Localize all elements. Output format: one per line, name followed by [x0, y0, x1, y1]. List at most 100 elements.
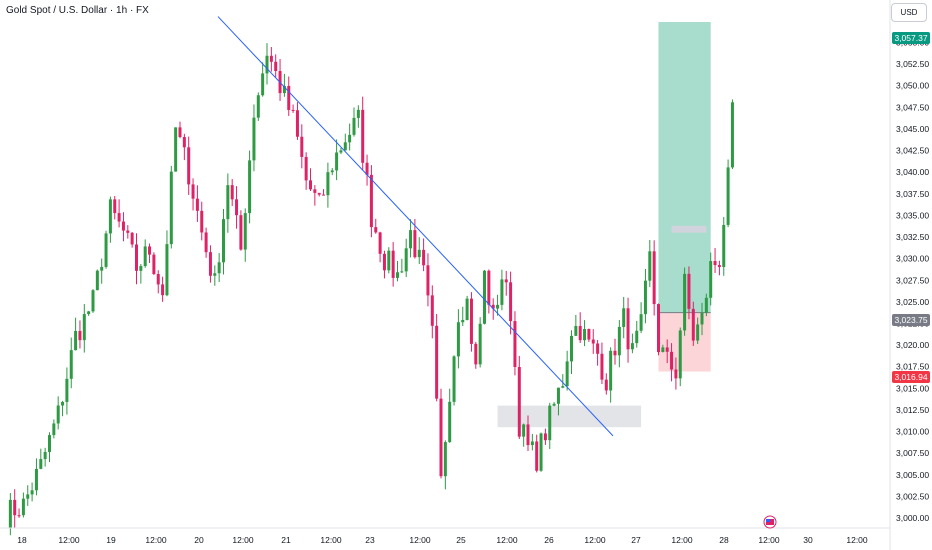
price-tick-label: 3,000.00	[896, 513, 929, 523]
candle-body	[730, 102, 734, 168]
candle-body	[313, 189, 317, 193]
candle-body	[709, 261, 713, 298]
candle-body	[469, 298, 473, 344]
candle-body	[61, 401, 65, 406]
currency-button[interactable]: USD	[891, 3, 927, 22]
candle-body	[261, 73, 265, 96]
candle-body	[522, 424, 526, 437]
chart-title: Gold Spot / U.S. Dollar · 1h · FX	[6, 5, 149, 16]
chart-zones	[497, 22, 711, 428]
candle-body	[422, 249, 426, 266]
price-tick-label: 3,027.50	[896, 275, 929, 285]
candle-body	[295, 110, 299, 137]
candle-body	[282, 86, 286, 94]
candle-body	[443, 442, 447, 477]
candle-body	[561, 386, 565, 388]
candle-body	[130, 232, 134, 245]
candle-body	[387, 250, 391, 271]
candle-body	[26, 494, 30, 499]
candle-body	[113, 199, 117, 214]
candle-body	[491, 304, 495, 309]
candle-body	[448, 401, 452, 443]
candle-body	[609, 350, 613, 391]
candle-body	[30, 490, 34, 495]
candle-body	[326, 172, 330, 196]
price-tick-label: 3,050.00	[896, 81, 929, 91]
candle-body	[382, 253, 386, 271]
candle-body	[670, 351, 674, 370]
candle-body	[208, 252, 212, 276]
candle-body	[21, 498, 25, 516]
candle-body	[252, 117, 256, 161]
candle-body	[452, 356, 456, 402]
time-tick-label: 19	[106, 535, 116, 545]
candle-body	[461, 319, 465, 323]
candle-body	[404, 248, 408, 272]
candle-body	[648, 251, 652, 281]
trendline[interactable]	[217, 16, 614, 437]
price-tick-label: 3,037.50	[896, 189, 929, 199]
candle-body	[565, 361, 569, 387]
candle-body	[378, 232, 382, 254]
candle-body	[217, 262, 221, 274]
candle-body	[13, 499, 17, 516]
candle-body	[535, 441, 539, 471]
candle-body	[178, 127, 182, 138]
candle-body	[143, 246, 147, 267]
candle-body	[365, 162, 369, 175]
price-tick-label: 3,010.00	[896, 427, 929, 437]
time-axis[interactable]: 18 12:00 19 12:00 20 12:00 21 12:00 23 12:00 25 12:…	[17, 535, 868, 545]
candle-body	[652, 251, 656, 305]
candle-body	[91, 290, 95, 312]
candle-body	[191, 184, 195, 199]
current-price-tag: 3,057.37	[892, 32, 930, 44]
candle-body	[622, 308, 626, 327]
time-tick-label: 12:00	[846, 535, 868, 545]
drawings[interactable]	[217, 16, 614, 437]
candle-body	[391, 250, 395, 278]
candle-body	[104, 233, 108, 267]
candle-body	[626, 308, 630, 350]
candle-body	[478, 323, 482, 365]
candle-body	[526, 424, 530, 446]
price-axis[interactable]: 3,000.00 3,002.50 3,005.00 3,007.50 3,010.00…	[896, 38, 929, 524]
candle-body	[291, 109, 295, 111]
candle-body	[430, 295, 434, 326]
candle-body	[108, 199, 112, 234]
candle-body	[69, 350, 73, 379]
candle-body	[265, 55, 269, 74]
price-tick-label: 3,052.50	[896, 59, 929, 69]
price-tick-label: 3,007.50	[896, 448, 929, 458]
candle-body	[304, 156, 308, 181]
candle-body	[713, 261, 717, 266]
candle-body	[235, 199, 239, 216]
price-tick-label: 3,005.00	[896, 470, 929, 480]
price-tick-label: 3,030.00	[896, 254, 929, 264]
time-tick-label: 20	[194, 535, 204, 545]
candle-body	[717, 265, 721, 267]
candle-body	[343, 142, 347, 151]
candle-body	[400, 271, 404, 273]
marker-box	[671, 225, 707, 233]
flag-icon[interactable]	[763, 515, 777, 529]
price-tick-label: 3,015.00	[896, 383, 929, 393]
target-zone[interactable]	[658, 22, 711, 313]
candle-body	[39, 459, 43, 469]
candle-body	[204, 232, 208, 253]
time-tick-label: 18	[17, 535, 27, 545]
candle-body	[356, 109, 360, 118]
price-tick-label: 3,035.00	[896, 210, 929, 220]
candle-body	[657, 304, 660, 353]
candle-body	[56, 405, 60, 424]
candle-body	[591, 339, 595, 344]
time-tick-label: 12:00	[145, 535, 167, 545]
candle-body	[287, 86, 291, 110]
candle-body	[465, 298, 469, 320]
candle-body	[374, 227, 378, 233]
candle-body	[409, 230, 413, 249]
candle-body	[48, 435, 51, 452]
candle-body	[513, 321, 517, 368]
time-tick-label: 12:00	[758, 535, 780, 545]
demand-zone[interactable]	[497, 405, 642, 428]
